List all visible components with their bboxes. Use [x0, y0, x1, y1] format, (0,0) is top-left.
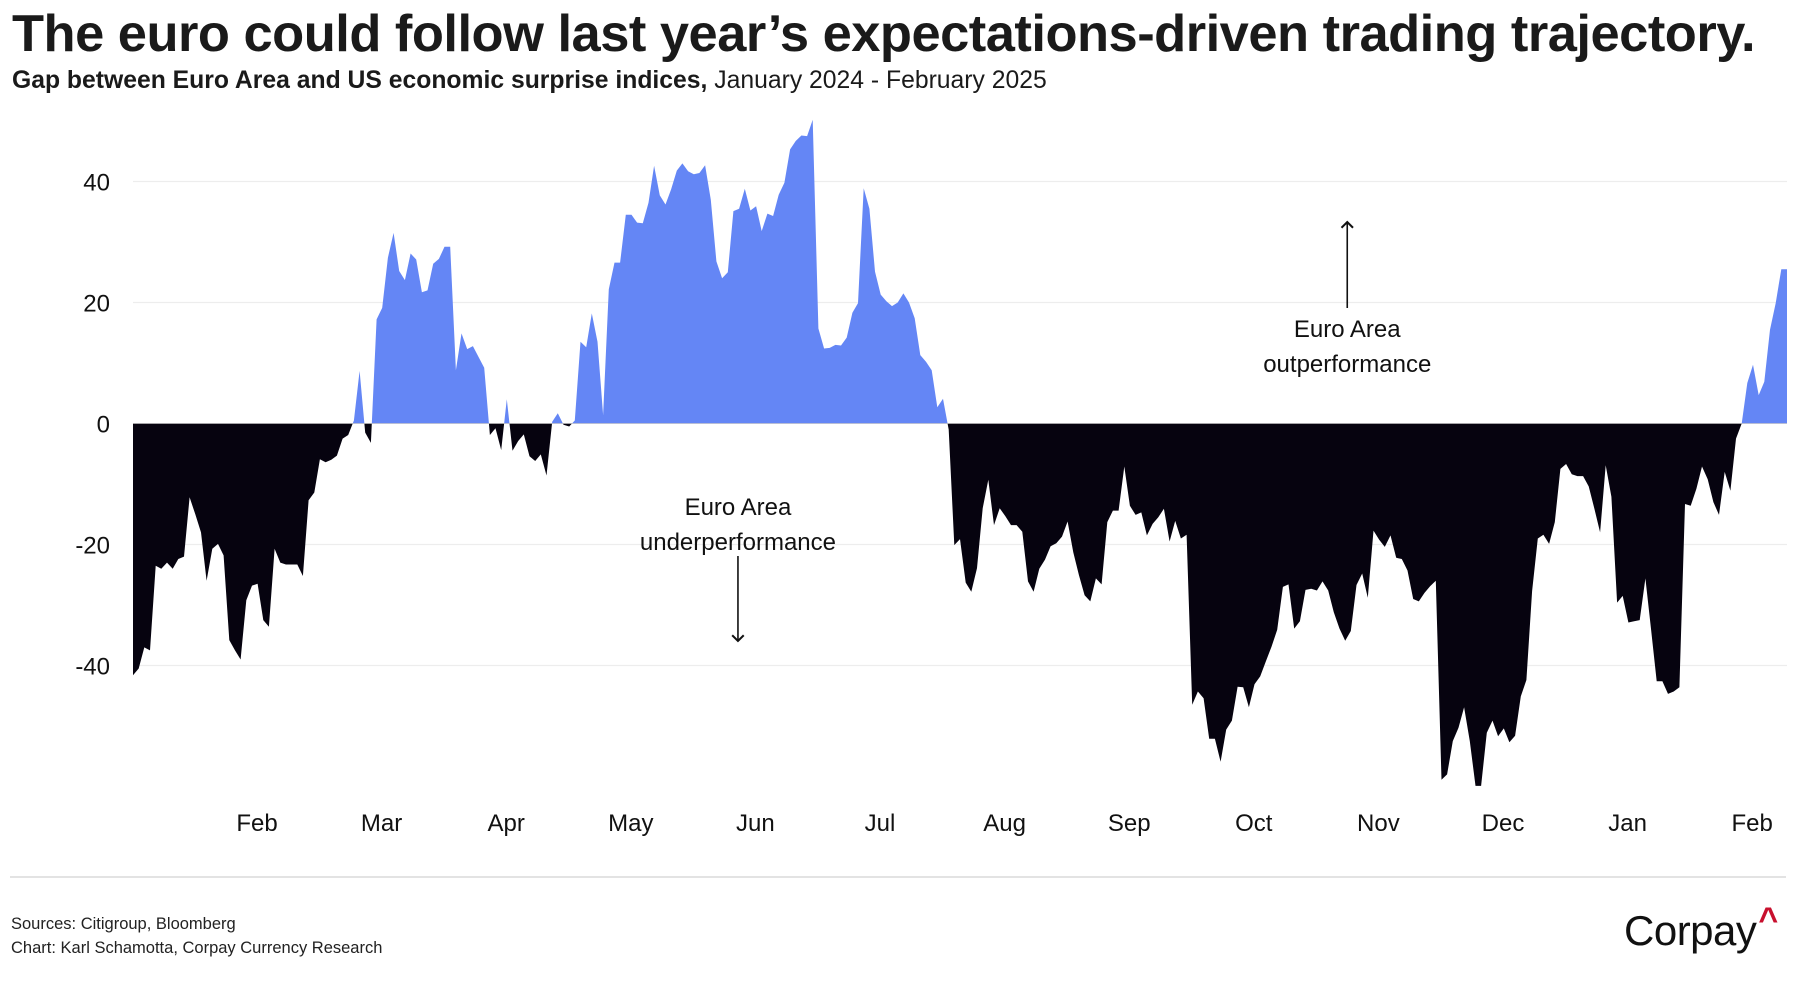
x-tick-label: Jun	[736, 810, 775, 837]
annotation-text: Euro Area	[1294, 316, 1401, 343]
x-tick-label: Jan	[1608, 810, 1647, 837]
logo-wordmark: Corpay	[1624, 907, 1757, 954]
annotation-underperformance: Euro Area underperformance	[640, 494, 836, 643]
x-axis: Feb Mar Apr May Jun Jul Aug Sep Oct Nov Dec Jan Feb	[236, 810, 1773, 837]
x-tick-label: Apr	[488, 810, 525, 837]
area-chart: 40 20 0 -20 -40 Feb Mar Apr May Jun Jul Aug Sep Oct N…	[75, 119, 1787, 837]
y-axis: 40 20 0 -20 -40	[75, 170, 110, 681]
x-tick-label: Dec	[1482, 810, 1525, 837]
x-tick-label: Sep	[1108, 810, 1151, 837]
footer-credits: Sources: Citigroup, Bloomberg Chart: Kar…	[11, 912, 382, 960]
chart-credit-text: Chart: Karl Schamotta, Corpay Currency R…	[11, 939, 383, 957]
y-tick-label: -20	[75, 533, 110, 560]
chart-title: The euro could follow last year’s expect…	[12, 5, 1756, 63]
x-tick-label: Jul	[865, 810, 896, 837]
footer-divider	[10, 876, 1786, 878]
chart-subtitle: Gap between Euro Area and US economic su…	[12, 64, 1047, 96]
annotation-text: underperformance	[640, 529, 836, 556]
area-underperformance	[133, 423, 1787, 786]
x-tick-label: Feb	[1732, 810, 1773, 837]
x-tick-label: May	[608, 810, 653, 837]
y-tick-label: 20	[83, 291, 110, 318]
subtitle-description: Gap between Euro Area and US economic su…	[12, 66, 708, 94]
annotation-text: Euro Area	[685, 494, 792, 521]
annotation-text: outperformance	[1263, 351, 1431, 378]
y-tick-label: 0	[97, 412, 110, 439]
logo-caret-icon: ^	[1758, 901, 1778, 939]
subtitle-date-range: January 2024 - February 2025	[707, 66, 1047, 94]
x-tick-label: Feb	[236, 810, 277, 837]
annotation-outperformance: Euro Area outperformance	[1263, 220, 1431, 378]
x-tick-label: Nov	[1357, 810, 1400, 837]
x-tick-label: Aug	[983, 810, 1026, 837]
x-tick-label: Mar	[361, 810, 402, 837]
y-tick-label: 40	[83, 170, 110, 197]
sources-text: Sources: Citigroup, Bloomberg	[11, 915, 236, 933]
y-tick-label: -40	[75, 654, 110, 681]
annotations: Euro Area outperformance Euro Area underper…	[640, 220, 1431, 643]
x-tick-label: Oct	[1235, 810, 1273, 837]
corpay-logo: Corpay^	[1624, 901, 1778, 959]
